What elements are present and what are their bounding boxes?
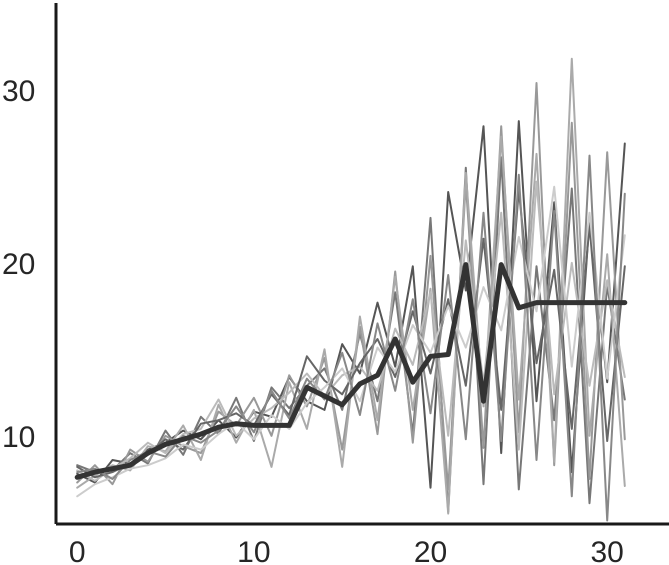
x-tick-label: 0 xyxy=(69,536,86,565)
series-line-1 xyxy=(74,262,628,480)
y-tick-labels: 10 20 30 xyxy=(2,75,35,454)
x-tick-labels: 0 10 20 30 xyxy=(69,536,624,565)
series-line-9 xyxy=(76,154,626,522)
y-tick-label: 30 xyxy=(2,75,35,108)
y-tick-label: 10 xyxy=(2,421,35,454)
series-line-6 xyxy=(76,180,626,482)
x-tick-label: 30 xyxy=(590,536,623,565)
x-tick-label: 20 xyxy=(414,536,447,565)
series-layer xyxy=(74,57,628,522)
x-tick-label: 10 xyxy=(237,536,270,565)
series-line-4 xyxy=(76,82,626,491)
y-tick-label: 20 xyxy=(2,248,35,281)
